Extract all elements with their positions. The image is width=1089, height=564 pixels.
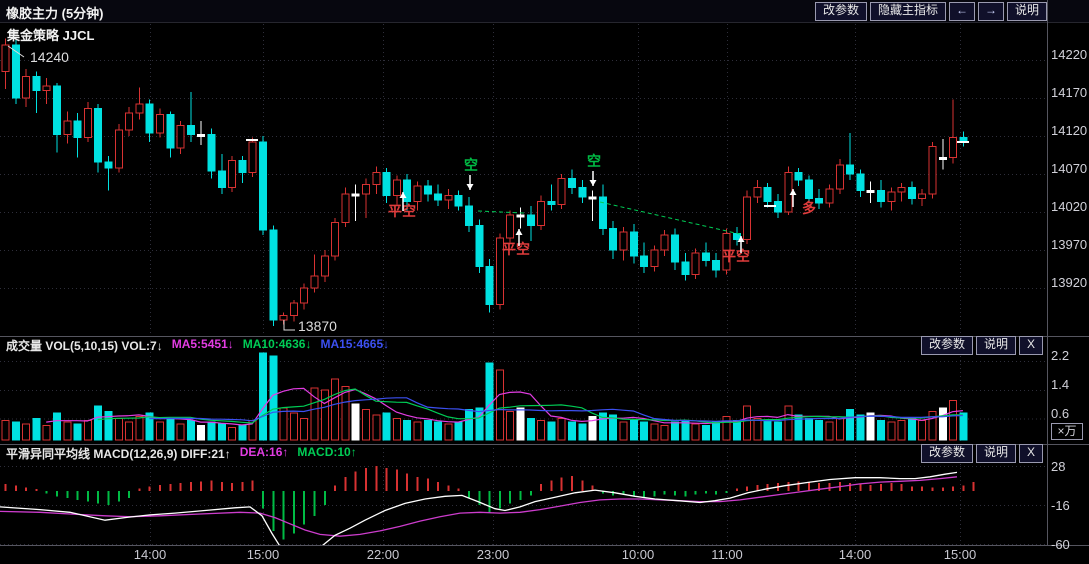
- volume-indicator-label: MA15:4665↓: [320, 337, 390, 351]
- macd-pane-header: 平滑异同平均线 MACD(12,26,9) DIFF:21↑ DEA:16↑ MAC…: [6, 445, 357, 461]
- title-bar: 橡胶主力 (5分钟) 改参数 隐藏主指标 ← → 说明: [0, 0, 1089, 23]
- signal-close-short-label: 平空: [388, 203, 416, 219]
- time-axis-label: 14:00: [838, 547, 872, 562]
- scroll-right-button[interactable]: →: [977, 2, 1004, 21]
- price-axis-label: 13920: [1051, 275, 1088, 290]
- time-axis-label: 11:00: [711, 547, 743, 562]
- scroll-left-button[interactable]: ←: [948, 2, 975, 21]
- signal-short-label: 空: [587, 153, 601, 169]
- price-axis-label: 14070: [1051, 161, 1088, 176]
- time-axis-label: 15:00: [246, 547, 280, 562]
- hide-main-indicator-button[interactable]: 隐藏主指标: [869, 2, 946, 21]
- price-axis-label: 14170: [1051, 85, 1088, 100]
- time-axis-label: 14:00: [133, 547, 167, 562]
- macd-indicator-label: DEA:16↑: [239, 445, 289, 459]
- price-axis-label: 14120: [1051, 123, 1088, 138]
- time-axis-label: 15:00: [943, 547, 977, 562]
- macd-axis-label: -60: [1051, 537, 1070, 553]
- volume-pane-header: 成交量 VOL(5,10,15) VOL:7↓ MA5:5451↓ MA10:463…: [6, 337, 390, 353]
- signal-short-label: 空: [464, 157, 478, 173]
- strategy-label: 集金策略 JJCL: [7, 28, 95, 43]
- page-title: 橡胶主力 (5分钟): [6, 6, 104, 21]
- signal-close-short-label: 平空: [502, 241, 530, 257]
- volume-indicator-label: 成交量 VOL(5,10,15) VOL:7↓: [6, 339, 163, 353]
- macd-indicator-label: 平滑异同平均线 MACD(12,26,9) DIFF:21↑: [6, 447, 231, 461]
- volume-indicator-label: MA5:5451↓: [171, 337, 234, 351]
- volume-indicator-label: MA10:4636↓: [242, 337, 312, 351]
- signal-long-label: 多: [802, 200, 816, 216]
- price-axis-label: 14220: [1051, 47, 1088, 62]
- volume-help-button[interactable]: 说明: [975, 336, 1016, 355]
- volume-close-button[interactable]: X: [1018, 336, 1043, 355]
- macd-axis-label: -16: [1051, 498, 1070, 514]
- volume-axis-label: 2.2: [1051, 348, 1070, 364]
- time-axis-label: 23:00: [476, 547, 510, 562]
- price-callout: 13870: [298, 318, 337, 334]
- price-axis-label: 13970: [1051, 237, 1088, 252]
- price-axis-label: 14020: [1051, 199, 1088, 214]
- time-axis-label: 22:00: [366, 547, 400, 562]
- macd-axis-label: 28: [1051, 459, 1066, 475]
- time-axis-label: 10:00: [621, 547, 655, 562]
- signal-close-short-label: 平空: [722, 248, 750, 264]
- macd-change-params-button[interactable]: 改参数: [920, 444, 973, 463]
- help-button[interactable]: 说明: [1006, 2, 1047, 21]
- volume-axis-label: 1.4: [1051, 376, 1070, 392]
- macd-indicator-label: MACD:10↑: [297, 445, 357, 459]
- macd-help-button[interactable]: 说明: [975, 444, 1016, 463]
- change-params-button[interactable]: 改参数: [814, 2, 867, 21]
- macd-close-button[interactable]: X: [1018, 444, 1043, 463]
- volume-axis-label: 0.6: [1051, 405, 1070, 421]
- main-toolbar: 改参数 隐藏主指标 ← → 说明: [814, 2, 1047, 21]
- volume-pane-toolbar: 改参数 说明 X: [920, 336, 1043, 355]
- volume-change-params-button[interactable]: 改参数: [920, 336, 973, 355]
- price-callout: 14240: [30, 49, 69, 65]
- macd-pane-toolbar: 改参数 说明 X: [920, 444, 1043, 463]
- volume-unit-label: ×万: [1051, 423, 1083, 440]
